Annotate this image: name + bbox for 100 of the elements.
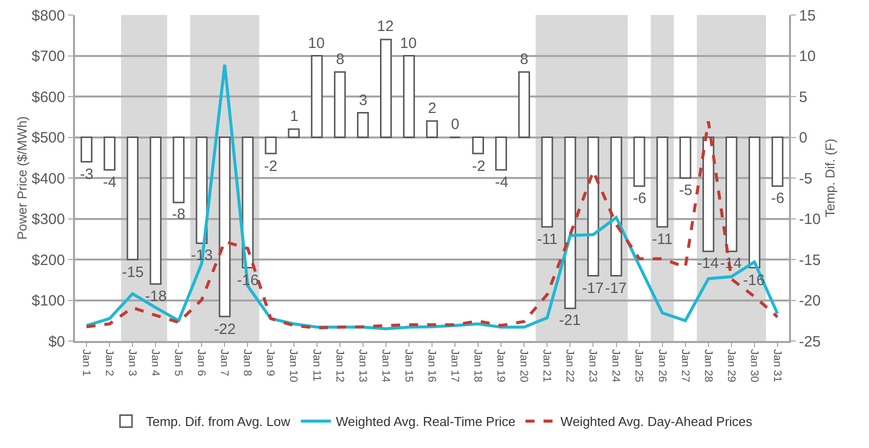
x-tick-label: Jan 19 — [494, 349, 507, 382]
y2-tick-label: 15 — [799, 7, 816, 24]
bar — [172, 136, 185, 204]
bar — [218, 136, 231, 318]
bar — [310, 55, 323, 138]
data-label: 10 — [400, 35, 417, 52]
x-tick-label: Jan 15 — [402, 349, 414, 382]
y2-tick-label: 0 — [799, 130, 808, 146]
bar — [656, 136, 668, 228]
x-tick-label: Jan 28 — [702, 349, 714, 382]
y-tick-label: $100 — [32, 292, 65, 310]
y2-tick-label: -10 — [799, 211, 821, 228]
x-tick-label: Jan 26 — [656, 349, 668, 382]
bar — [748, 136, 760, 268]
data-label: 8 — [520, 51, 528, 68]
x-tick-label: Jan 12 — [333, 349, 346, 382]
y-tick-label: $300 — [32, 211, 65, 228]
x-tick-label: Jan 29 — [724, 349, 737, 382]
legend-label: Temp. Dif. from Avg. Low — [146, 414, 291, 430]
bar — [380, 38, 392, 138]
bar — [610, 136, 622, 277]
data-label: -14 — [720, 255, 742, 272]
x-tick-label: Jan 2 — [102, 349, 115, 376]
data-label: -15 — [122, 264, 144, 281]
data-label: 1 — [290, 108, 298, 125]
x-tick-label: Jan 31 — [770, 349, 783, 382]
y-tick-label: $500 — [32, 130, 65, 146]
legend-label: Weighted Avg. Day-Ahead Prices — [560, 414, 753, 430]
x-tick-label: Jan 14 — [379, 349, 392, 382]
bar — [104, 136, 116, 171]
data-label: -3 — [80, 166, 94, 183]
bar — [264, 136, 277, 154]
y2-tick-label: -15 — [799, 252, 821, 269]
x-tick-label: Jan 17 — [448, 349, 460, 382]
bar — [126, 136, 139, 260]
x-tick-label: Jan 24 — [610, 349, 622, 382]
x-tick-label: Jan 21 — [540, 349, 553, 382]
x-tick-label: Jan 4 — [149, 349, 162, 376]
bar — [150, 136, 162, 285]
bar — [472, 136, 484, 154]
x-tick-label: Jan 6 — [195, 349, 208, 376]
data-label: -5 — [679, 182, 692, 199]
x-tick-label: Jan 11 — [310, 349, 322, 382]
data-label: -11 — [652, 231, 673, 248]
x-tick-label: Jan 8 — [241, 349, 254, 376]
bar — [426, 120, 438, 138]
x-tick-label: Jan 22 — [564, 349, 576, 382]
data-label: -2 — [472, 158, 486, 175]
bar — [564, 136, 576, 310]
x-tick-label: Jan 25 — [632, 349, 645, 382]
y-tick-label: $200 — [32, 252, 65, 269]
y2-tick-label: -5 — [799, 170, 812, 188]
bar — [725, 136, 738, 252]
data-label: -17 — [582, 280, 604, 297]
x-tick-label: Jan 20 — [518, 349, 530, 382]
x-tick-label: Jan 9 — [264, 349, 276, 376]
data-label: -22 — [214, 321, 236, 338]
data-label: -17 — [605, 280, 627, 297]
legend-label: Weighted Avg. Real-Time Price — [336, 414, 516, 430]
x-tick-label: Jan 7 — [218, 349, 230, 376]
y-axis-title: Power Price ($/MWh) — [14, 116, 30, 240]
bar — [587, 136, 600, 277]
bar — [679, 136, 692, 179]
x-tick-label: Jan 10 — [287, 349, 300, 382]
bar — [702, 136, 714, 252]
data-label: -6 — [771, 190, 784, 207]
y-tick-label: $600 — [32, 88, 65, 106]
y-tick-label: $0 — [48, 333, 65, 350]
data-label: 12 — [377, 18, 394, 35]
x-tick-label: Jan 30 — [748, 349, 760, 382]
data-label: -4 — [103, 174, 116, 191]
data-label: 8 — [336, 51, 344, 68]
data-label: -21 — [559, 312, 581, 329]
bar — [633, 136, 646, 187]
data-label: -2 — [264, 158, 278, 175]
bar — [403, 55, 415, 138]
bar — [288, 128, 300, 138]
x-tick-label: Jan 3 — [126, 349, 138, 376]
y-tick-label: $700 — [32, 48, 65, 65]
data-label: -6 — [633, 190, 646, 207]
y-tick-label: $800 — [32, 7, 65, 24]
data-label: 10 — [308, 35, 325, 52]
bar — [334, 71, 346, 138]
x-tick-label: Jan 23 — [586, 349, 599, 382]
data-label: -11 — [537, 231, 558, 248]
data-label: -4 — [495, 174, 508, 191]
y2-tick-label: -25 — [799, 333, 821, 350]
data-label: 3 — [359, 92, 368, 109]
data-label: -8 — [172, 206, 186, 223]
data-label: 2 — [428, 100, 436, 117]
bar — [541, 136, 554, 228]
x-tick-label: Jan 13 — [356, 349, 368, 382]
data-label: -18 — [145, 288, 167, 305]
y2-axis-title: Temp. Dif. (F) — [822, 138, 838, 218]
y2-tick-label: 10 — [799, 48, 816, 65]
bar — [518, 71, 530, 138]
y2-tick-label: 5 — [799, 88, 808, 106]
x-tick-label: Jan 5 — [172, 349, 184, 376]
bar — [356, 112, 369, 138]
x-tick-label: Jan 1 — [80, 349, 92, 376]
